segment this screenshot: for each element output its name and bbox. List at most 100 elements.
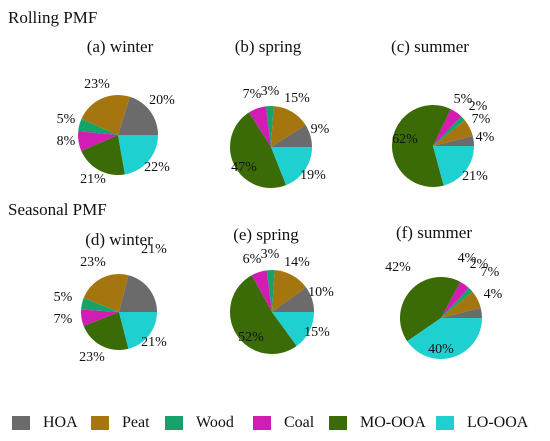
- pie-data-label-hoa: 4%: [484, 287, 503, 302]
- pie-data-label-peat: 23%: [80, 255, 106, 270]
- pie-slice-lo-ooa: [433, 146, 474, 186]
- pie-data-label-coal: 5%: [454, 92, 473, 107]
- pie-slice-lo-ooa: [119, 312, 157, 349]
- pie-slice-peat: [433, 120, 473, 146]
- pie-slice-wood: [441, 287, 473, 318]
- pie-slice-wood: [433, 116, 465, 146]
- pie-slice-lo-ooa: [118, 135, 158, 175]
- pie-slice-hoa: [433, 135, 474, 146]
- pie-data-label-wood: 5%: [54, 290, 73, 305]
- legend-item-wood: Wood: [165, 413, 234, 433]
- pie-data-label-coal: 6%: [243, 252, 262, 267]
- legend-swatch: [436, 416, 454, 430]
- pie-slice-coal: [249, 106, 271, 147]
- pie-data-label-peat: 15%: [284, 91, 310, 106]
- pie-data-label-mo-ooa: 21%: [80, 172, 106, 187]
- pie-chart-title: (a) winter: [87, 37, 154, 56]
- pie-data-label-mo-ooa: 62%: [392, 132, 418, 147]
- pie-chart-title: (e) spring: [233, 225, 299, 244]
- pie-slice-mo-ooa: [392, 105, 451, 188]
- pie-chart-title: (b) spring: [235, 37, 302, 56]
- pie-slice-hoa: [441, 307, 482, 318]
- pie-data-label-lo-ooa: 40%: [428, 342, 454, 357]
- legend-item-mo-ooa: MO-OOA: [329, 413, 426, 433]
- pie-slice-mo-ooa: [83, 312, 129, 351]
- pie-data-label-coal: 4%: [458, 251, 477, 266]
- legend-label: LO-OOA: [467, 414, 529, 431]
- legend-label: MO-OOA: [360, 414, 426, 431]
- pie-slice-mo-ooa: [229, 275, 297, 355]
- pie-slice-peat: [271, 106, 306, 147]
- legend-swatch: [165, 416, 183, 430]
- pie-data-label-lo-ooa: 21%: [462, 169, 488, 184]
- legend-swatch: [253, 416, 271, 430]
- pie-slice-coal: [441, 281, 469, 318]
- pie-slice-peat: [272, 270, 306, 312]
- rolling-pmf-title: Rolling PMF: [8, 8, 98, 27]
- pie-data-label-coal: 7%: [243, 87, 262, 102]
- pie-data-label-mo-ooa: 52%: [238, 330, 264, 345]
- pie-slice-peat: [81, 94, 130, 135]
- pie-slice-wood: [266, 269, 275, 312]
- pie-slice-peat: [441, 291, 481, 318]
- pie-slice-wood: [81, 298, 119, 312]
- pie-data-label-mo-ooa: 42%: [385, 260, 411, 275]
- pie-data-label-wood: 2%: [470, 257, 489, 272]
- legend-label: Coal: [284, 414, 315, 431]
- pie-slice-coal: [251, 270, 272, 312]
- pie-slice-hoa: [272, 287, 314, 312]
- pie-data-label-lo-ooa: 19%: [300, 168, 326, 183]
- pie-slice-lo-ooa: [407, 318, 482, 359]
- pie-data-label-peat: 23%: [84, 77, 110, 92]
- pie-data-label-hoa: 4%: [476, 130, 495, 145]
- legend-item-hoa: HOA: [12, 413, 78, 433]
- pie-slice-mo-ooa: [229, 112, 287, 188]
- pie-data-label-hoa: 9%: [311, 122, 330, 137]
- pie-slice-coal: [80, 309, 119, 326]
- pie-chart-3: (c) summer 4% 7%2%5% 62% 21%: [391, 37, 495, 188]
- legend-swatch: [91, 416, 109, 430]
- legend-item-coal: Coal: [253, 413, 314, 433]
- pie-slice-mo-ooa: [400, 277, 461, 342]
- pie-data-label-hoa: 21%: [141, 242, 167, 257]
- pie-data-label-lo-ooa: 22%: [144, 160, 170, 175]
- pie-charts-figure: (a) winter 20% 23% 5% 8% 21% 22% (b) spring 9% 15…: [54, 37, 503, 365]
- pie-chart-title: (c) summer: [391, 37, 469, 56]
- pie-slice-hoa: [271, 125, 312, 147]
- pie-chart-5: (e) spring 10% 14% 3%6% 52% 15%: [229, 225, 334, 355]
- pie-slice-hoa: [119, 275, 157, 312]
- pie-data-label-lo-ooa: 21%: [141, 335, 167, 350]
- pie-slice-lo-ooa: [271, 147, 312, 186]
- pie-data-label-peat: 14%: [284, 255, 310, 270]
- pie-data-label-hoa: 10%: [308, 285, 334, 300]
- pie-data-label-mo-ooa: 23%: [79, 350, 105, 365]
- pie-slice-mo-ooa: [81, 135, 125, 175]
- chart-legend: HOA Peat Wood Coal MO-OOA LO-OOA: [0, 409, 550, 437]
- pie-slice-wood: [78, 118, 118, 135]
- legend-label: Peat: [122, 414, 150, 431]
- pie-data-label-wood: 3%: [261, 247, 280, 262]
- pie-slice-coal: [77, 131, 118, 152]
- pie-data-label-wood: 3%: [261, 84, 280, 99]
- legend-item-peat: Peat: [91, 413, 150, 433]
- pie-slice-peat: [83, 273, 129, 312]
- pie-data-label-coal: 8%: [57, 134, 76, 149]
- pie-data-label-wood: 2%: [469, 99, 488, 114]
- pie-data-label-lo-ooa: 15%: [304, 325, 330, 340]
- legend-swatch: [12, 416, 30, 430]
- pie-data-label-coal: 7%: [54, 312, 73, 327]
- pie-data-label-hoa: 20%: [149, 93, 175, 108]
- pie-slice-hoa: [118, 96, 158, 135]
- pie-data-label-peat: 7%: [472, 112, 491, 127]
- pie-slice-coal: [433, 109, 462, 146]
- pie-data-label-mo-ooa: 47%: [231, 160, 257, 175]
- pie-chart-title: (f) summer: [396, 223, 472, 242]
- pie-chart-1: (a) winter 20% 23% 5% 8% 21% 22%: [57, 37, 176, 187]
- legend-swatch: [329, 416, 347, 430]
- pie-slice-wood: [265, 105, 274, 147]
- legend-item-lo-ooa: LO-OOA: [436, 413, 528, 433]
- legend-label: Wood: [196, 414, 234, 431]
- legend-label: HOA: [43, 414, 78, 431]
